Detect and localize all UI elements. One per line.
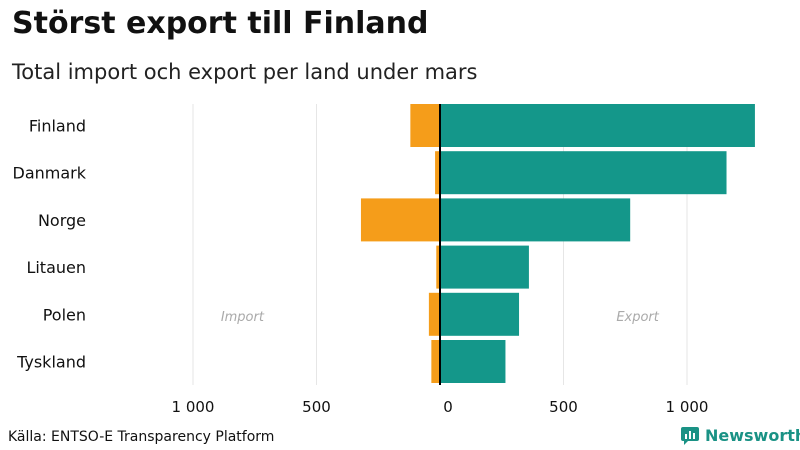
bar-export — [440, 104, 755, 147]
brand-logo: Newsworthy — [681, 426, 800, 445]
bar-import — [360, 198, 440, 242]
x-tick-label: 500 — [302, 398, 331, 416]
bar-export — [440, 245, 529, 289]
brand-name: Newsworthy — [705, 426, 800, 445]
category-label: Norge — [38, 211, 86, 230]
chart-title: Störst export till Finland — [12, 6, 429, 41]
category-label: Litauen — [26, 258, 86, 277]
bar-import — [410, 104, 440, 147]
x-tick-labels: 1 000 500 0 500 1 000 — [172, 398, 709, 416]
category-labels: Finland Danmark Norge Litauen Polen Tyskland — [13, 117, 87, 372]
annotations: Import Export — [221, 310, 660, 325]
category-label: Polen — [43, 305, 86, 324]
bar-export — [440, 292, 520, 336]
gridlines — [192, 104, 688, 385]
chart-logo-icon — [681, 426, 699, 445]
bar-export — [440, 198, 631, 242]
bar-chart: Import Export Finland Danmark Norge Litauen P… — [13, 104, 755, 416]
category-label: Danmark — [13, 164, 87, 183]
bar-import — [428, 292, 440, 336]
source-note: Källa: ENTSO-E Transparency Platform — [8, 429, 275, 445]
x-tick-label: 1 000 — [172, 398, 215, 416]
bar-export — [440, 151, 727, 195]
annotation-label: Export — [616, 310, 659, 325]
bar-import — [435, 151, 440, 195]
x-tick-label: 1 000 — [666, 398, 709, 416]
x-tick-label: 0 — [443, 398, 453, 416]
x-tick-label: 500 — [549, 398, 578, 416]
category-label: Finland — [29, 117, 86, 136]
bar-import — [436, 245, 440, 289]
bars — [360, 104, 755, 383]
bar-export — [440, 340, 506, 383]
chart-subtitle: Total import och export per land under m… — [12, 60, 478, 84]
annotation-label: Import — [221, 310, 265, 325]
category-label: Tyskland — [16, 353, 86, 372]
bar-import — [431, 340, 440, 383]
